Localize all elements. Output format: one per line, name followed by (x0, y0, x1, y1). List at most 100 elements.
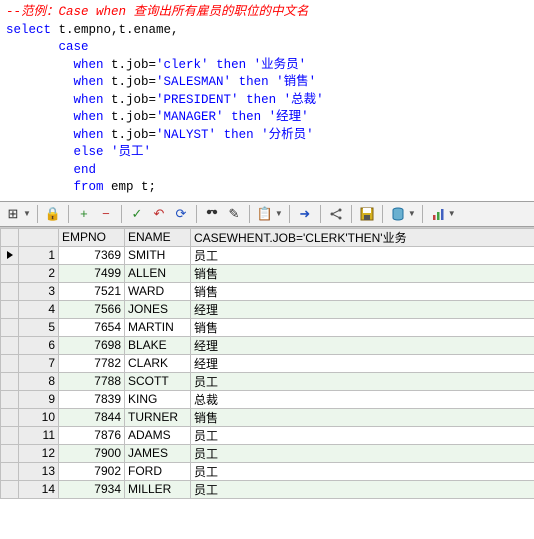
column-header-ename[interactable]: ENAME (125, 228, 191, 246)
row-number: 4 (19, 300, 59, 318)
cell-role[interactable]: 员工 (191, 426, 534, 444)
cell-ename[interactable]: WARD (125, 282, 191, 300)
table-row[interactable]: 47566JONES经理 (1, 300, 534, 318)
cell-role[interactable]: 经理 (191, 354, 534, 372)
chart-dropdown-icon[interactable]: ▼ (448, 209, 456, 218)
cell-ename[interactable]: KING (125, 390, 191, 408)
cell-ename[interactable]: ALLEN (125, 264, 191, 282)
table-row[interactable]: 67698BLAKE经理 (1, 336, 534, 354)
row-number: 10 (19, 408, 59, 426)
table-row[interactable]: 97839KING总裁 (1, 390, 534, 408)
refresh-icon[interactable]: ⟳ (172, 205, 190, 223)
cell-empno[interactable]: 7788 (59, 372, 125, 390)
cell-role[interactable]: 销售 (191, 264, 534, 282)
table-row[interactable]: 117876ADAMS员工 (1, 426, 534, 444)
delete-row-icon[interactable]: − (97, 205, 115, 223)
row-marker (1, 462, 19, 480)
table-row[interactable]: 37521WARD销售 (1, 282, 534, 300)
edit-icon[interactable]: ✎ (225, 205, 243, 223)
row-marker (1, 480, 19, 498)
cell-ename[interactable]: JONES (125, 300, 191, 318)
results-toolbar: ⊞▼ 🔒 + − ✓ ↶ ⟳ ✎ 📋▼ ➜ ▼ ▼ (0, 202, 534, 227)
column-header-empno[interactable]: EMPNO (59, 228, 125, 246)
cell-ename[interactable]: FORD (125, 462, 191, 480)
sql-editor[interactable]: --范例：Case when 查询出所有雇员的职位的中文名 select t.e… (0, 0, 534, 202)
add-row-icon[interactable]: + (75, 205, 93, 223)
cell-empno[interactable]: 7844 (59, 408, 125, 426)
cell-ename[interactable]: SMITH (125, 246, 191, 264)
db-icon[interactable] (389, 205, 407, 223)
cell-role[interactable]: 员工 (191, 462, 534, 480)
table-row[interactable]: 77782CLARK经理 (1, 354, 534, 372)
row-number: 8 (19, 372, 59, 390)
cell-role[interactable]: 销售 (191, 408, 534, 426)
cell-ename[interactable]: CLARK (125, 354, 191, 372)
chart-icon[interactable] (429, 205, 447, 223)
row-marker (1, 426, 19, 444)
cell-empno[interactable]: 7499 (59, 264, 125, 282)
cell-empno[interactable]: 7698 (59, 336, 125, 354)
link-icon[interactable] (327, 205, 345, 223)
table-row[interactable]: 127900JAMES员工 (1, 444, 534, 462)
cell-role[interactable]: 经理 (191, 300, 534, 318)
save-icon[interactable] (358, 205, 376, 223)
separator (68, 205, 69, 223)
grid-dropdown-icon[interactable]: ▼ (23, 209, 31, 218)
db-dropdown-icon[interactable]: ▼ (408, 209, 416, 218)
cell-empno[interactable]: 7654 (59, 318, 125, 336)
column-header-case[interactable]: CASEWHENT.JOB='CLERK'THEN'业务 (191, 228, 534, 246)
cell-role[interactable]: 总裁 (191, 390, 534, 408)
cell-role[interactable]: 销售 (191, 282, 534, 300)
cell-empno[interactable]: 7521 (59, 282, 125, 300)
separator (289, 205, 290, 223)
cell-ename[interactable]: MARTIN (125, 318, 191, 336)
cell-role[interactable]: 员工 (191, 246, 534, 264)
row-number-header (19, 228, 59, 246)
code-comment: --范例：Case when 查询出所有雇员的职位的中文名 (6, 5, 309, 19)
table-row[interactable]: 107844TURNER销售 (1, 408, 534, 426)
cell-empno[interactable]: 7839 (59, 390, 125, 408)
row-number: 14 (19, 480, 59, 498)
copy-dropdown-icon[interactable]: ▼ (275, 209, 283, 218)
table-row[interactable]: 27499ALLEN销售 (1, 264, 534, 282)
rollback-icon[interactable]: ↶ (150, 205, 168, 223)
row-marker (1, 372, 19, 390)
cell-empno[interactable]: 7934 (59, 480, 125, 498)
row-marker (1, 264, 19, 282)
cell-ename[interactable]: BLAKE (125, 336, 191, 354)
find-icon[interactable] (203, 205, 221, 223)
cell-empno[interactable]: 7369 (59, 246, 125, 264)
cell-empno[interactable]: 7782 (59, 354, 125, 372)
table-row[interactable]: 147934MILLER员工 (1, 480, 534, 498)
cell-role[interactable]: 员工 (191, 444, 534, 462)
cell-role[interactable]: 销售 (191, 318, 534, 336)
cell-ename[interactable]: SCOTT (125, 372, 191, 390)
table-row[interactable]: 87788SCOTT员工 (1, 372, 534, 390)
cell-ename[interactable]: MILLER (125, 480, 191, 498)
row-marker (1, 390, 19, 408)
cell-empno[interactable]: 7566 (59, 300, 125, 318)
cell-ename[interactable]: ADAMS (125, 426, 191, 444)
cell-empno[interactable]: 7900 (59, 444, 125, 462)
cell-empno[interactable]: 7876 (59, 426, 125, 444)
table-row[interactable]: 17369SMITH员工 (1, 246, 534, 264)
cell-ename[interactable]: TURNER (125, 408, 191, 426)
copy-icon[interactable]: 📋 (256, 205, 274, 223)
cell-role[interactable]: 经理 (191, 336, 534, 354)
cell-role[interactable]: 员工 (191, 372, 534, 390)
table-row[interactable]: 137902FORD员工 (1, 462, 534, 480)
grid-icon[interactable]: ⊞ (4, 205, 22, 223)
cell-empno[interactable]: 7902 (59, 462, 125, 480)
commit-icon[interactable]: ✓ (128, 205, 146, 223)
row-number: 12 (19, 444, 59, 462)
cell-role[interactable]: 员工 (191, 480, 534, 498)
row-number: 11 (19, 426, 59, 444)
row-marker (1, 354, 19, 372)
row-marker (1, 408, 19, 426)
separator (121, 205, 122, 223)
cell-ename[interactable]: JAMES (125, 444, 191, 462)
row-marker (1, 246, 19, 264)
lock-icon[interactable]: 🔒 (44, 205, 62, 223)
table-row[interactable]: 57654MARTIN销售 (1, 318, 534, 336)
export-icon[interactable]: ➜ (296, 205, 314, 223)
